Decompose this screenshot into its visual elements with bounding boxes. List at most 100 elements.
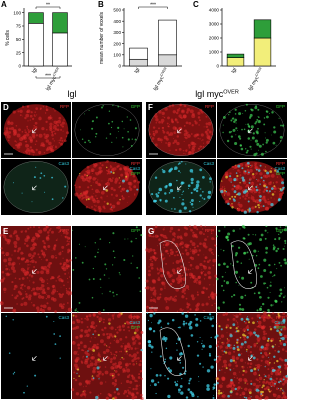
speckle [221, 349, 224, 352]
speckle [38, 229, 43, 234]
speckle [84, 246, 86, 248]
speckle [213, 358, 217, 361]
speckle [226, 338, 229, 340]
speckle [254, 122, 257, 125]
speckle [103, 318, 105, 321]
speckle [253, 193, 255, 195]
speckle [58, 252, 62, 256]
speckle [42, 288, 46, 292]
speckle [235, 172, 238, 174]
speckle [246, 169, 250, 172]
speckle [138, 277, 140, 279]
speckle [198, 124, 200, 126]
speckle [89, 340, 92, 343]
speckle [61, 265, 65, 270]
speckle [139, 371, 141, 373]
speckle [169, 248, 173, 252]
speckle [136, 188, 139, 191]
speckle [42, 106, 45, 108]
speckle [262, 205, 265, 208]
speckle [202, 233, 205, 236]
speckle [267, 368, 270, 371]
speckle [265, 353, 268, 357]
speckle [118, 328, 122, 332]
speckle [222, 301, 225, 304]
speckle [220, 391, 223, 395]
speckle [117, 392, 120, 396]
speckle [19, 109, 23, 113]
speckle [273, 355, 276, 358]
speckle [231, 184, 234, 187]
speckle [278, 198, 281, 201]
speckle [281, 301, 283, 303]
speckle [241, 276, 245, 280]
speckle [201, 348, 203, 350]
speckle [221, 369, 223, 371]
speckle [198, 230, 203, 235]
speckle [212, 264, 215, 267]
speckle [284, 261, 288, 265]
speckle [246, 328, 249, 331]
speckle [86, 366, 88, 368]
speckle [29, 139, 32, 142]
speckle [252, 321, 255, 325]
speckle [242, 113, 244, 115]
speckle [264, 200, 268, 204]
speckle [47, 264, 51, 268]
micrograph: RFP [144, 225, 218, 313]
speckle [185, 153, 186, 155]
speckle [16, 133, 21, 138]
speckle [156, 267, 159, 270]
speckle [54, 343, 57, 345]
speckle [146, 286, 150, 290]
speckle [278, 233, 280, 236]
speckle [238, 382, 240, 384]
speckle [256, 358, 259, 361]
speckle [200, 110, 204, 114]
speckle [214, 274, 218, 278]
speckle [57, 225, 61, 230]
speckle [225, 367, 228, 370]
speckle [56, 276, 60, 279]
speckle [111, 314, 115, 317]
speckle [239, 162, 244, 167]
speckle [257, 108, 260, 111]
speckle [222, 391, 225, 393]
speckle [182, 322, 186, 326]
speckle [131, 336, 136, 340]
speckle [247, 209, 249, 211]
speckle [0, 234, 3, 237]
y-tick-label: 400 [113, 19, 121, 24]
speckle [273, 190, 276, 193]
speckle [103, 326, 107, 330]
speckle [66, 244, 68, 246]
speckle [54, 287, 56, 289]
speckle [217, 306, 221, 310]
speckle [231, 203, 233, 205]
speckle [232, 128, 236, 132]
speckle [29, 146, 33, 149]
speckle [281, 348, 285, 351]
speckle [99, 360, 102, 362]
speckle [195, 235, 198, 239]
speckle [102, 321, 105, 324]
speckle [102, 105, 104, 107]
speckle [262, 324, 265, 327]
speckle [171, 318, 175, 322]
speckle [145, 248, 149, 252]
speckle [255, 234, 257, 236]
speckle [256, 321, 258, 323]
speckle [250, 396, 252, 398]
speckle [57, 119, 61, 124]
speckle [129, 119, 132, 121]
speckle [181, 254, 183, 256]
speckle [135, 315, 140, 320]
speckle [91, 173, 93, 174]
speckle [152, 298, 156, 302]
speckle [54, 310, 57, 313]
speckle [32, 287, 36, 291]
speckle [174, 166, 178, 170]
speckle [121, 188, 124, 191]
speckle [224, 312, 229, 316]
